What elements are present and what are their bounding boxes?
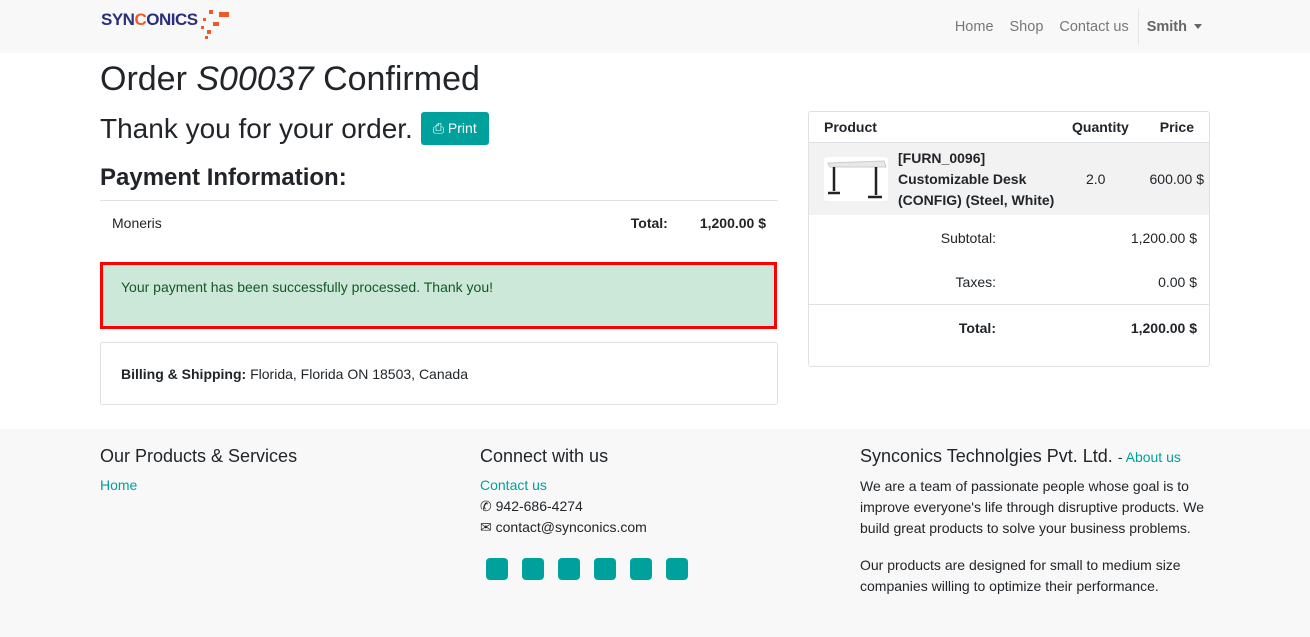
youtube-icon[interactable] <box>594 558 616 580</box>
header-quantity: Quantity <box>1072 119 1129 135</box>
cart-total-label: Total: <box>958 319 996 336</box>
product-name[interactable]: [FURN_0096] Customizable Desk (CONFIG) (… <box>898 149 1055 208</box>
navbar: SYNCONICS Home Shop Contact us Smith <box>0 0 1310 53</box>
print-icon: ⎙ <box>432 120 448 136</box>
user-menu[interactable]: Smith <box>1137 8 1202 45</box>
footer-products-title: Our Products & Services <box>100 446 298 466</box>
twitter-icon[interactable] <box>522 558 544 580</box>
instagram-icon[interactable] <box>666 558 688 580</box>
footer-connect-title: Connect with us <box>480 446 609 466</box>
subtotal-value: 1,200.00 $ <box>1130 229 1197 246</box>
footer-home-link[interactable]: Home <box>100 477 138 493</box>
payment-success-alert: Your payment has been successfully proce… <box>100 262 777 329</box>
payment-total: 1,200.00 $ <box>699 215 766 231</box>
user-name: Smith <box>1146 18 1187 35</box>
about-us-link[interactable]: About us <box>1125 449 1181 465</box>
billing-shipping: Billing & Shipping: Florida, Florida ON … <box>100 342 778 405</box>
order-id: S00037 <box>196 60 314 98</box>
email: ✉ contact@synconics.com <box>480 519 647 535</box>
header-product: Product <box>824 119 877 135</box>
phone-icon: ✆ <box>480 498 496 514</box>
print-button[interactable]: ⎙ Print <box>420 112 489 145</box>
taxes-label: Taxes: <box>955 274 996 290</box>
product-price: 600.00 $ <box>1149 171 1205 187</box>
caret-down-icon <box>1194 24 1202 29</box>
taxes-value: 0.00 $ <box>1158 274 1197 290</box>
about-text-2: Our products are designed for small to m… <box>860 557 1181 594</box>
thank-you-heading: Thank you for your order. <box>100 112 413 144</box>
order-summary: Product Quantity Price [FURN_0096] Customi… <box>808 111 1210 367</box>
envelope-icon: ✉ <box>480 519 496 535</box>
payment-method: Moneris <box>112 215 162 231</box>
footer: Our Products & Services Home Connect with… <box>0 429 1310 637</box>
nav-home[interactable]: Home <box>954 18 994 35</box>
product-qty: 2.0 <box>1086 171 1106 187</box>
nav-shop[interactable]: Shop <box>1009 18 1044 35</box>
footer-contact-link[interactable]: Contact us <box>480 477 547 493</box>
nav-contact[interactable]: Contact us <box>1059 18 1129 35</box>
payment-heading: Payment Information: <box>100 164 347 191</box>
facebook-icon[interactable] <box>486 558 508 580</box>
company-title: Synconics Technolgies Pvt. Ltd. - About … <box>860 446 1181 466</box>
page-title: Order S00037 Confirmed <box>100 60 480 98</box>
header-price: Price <box>1159 119 1194 135</box>
phone: ✆ 942-686-4274 <box>480 498 583 514</box>
github-icon[interactable] <box>630 558 652 580</box>
total-label: Total: <box>630 215 668 231</box>
cart-total-value: 1,200.00 $ <box>1130 319 1197 336</box>
about-text: We are a team of passionate people whose… <box>860 478 1205 536</box>
linkedin-icon[interactable] <box>558 558 580 580</box>
payment-row: Moneris Total: 1,200.00 $ <box>100 200 778 245</box>
product-image <box>824 157 888 201</box>
table-row: [FURN_0096] Customizable Desk (CONFIG) (… <box>809 143 1209 215</box>
logo-mark-icon <box>201 10 229 39</box>
logo[interactable]: SYNCONICS <box>101 10 229 39</box>
subtotal-label: Subtotal: <box>940 229 996 246</box>
